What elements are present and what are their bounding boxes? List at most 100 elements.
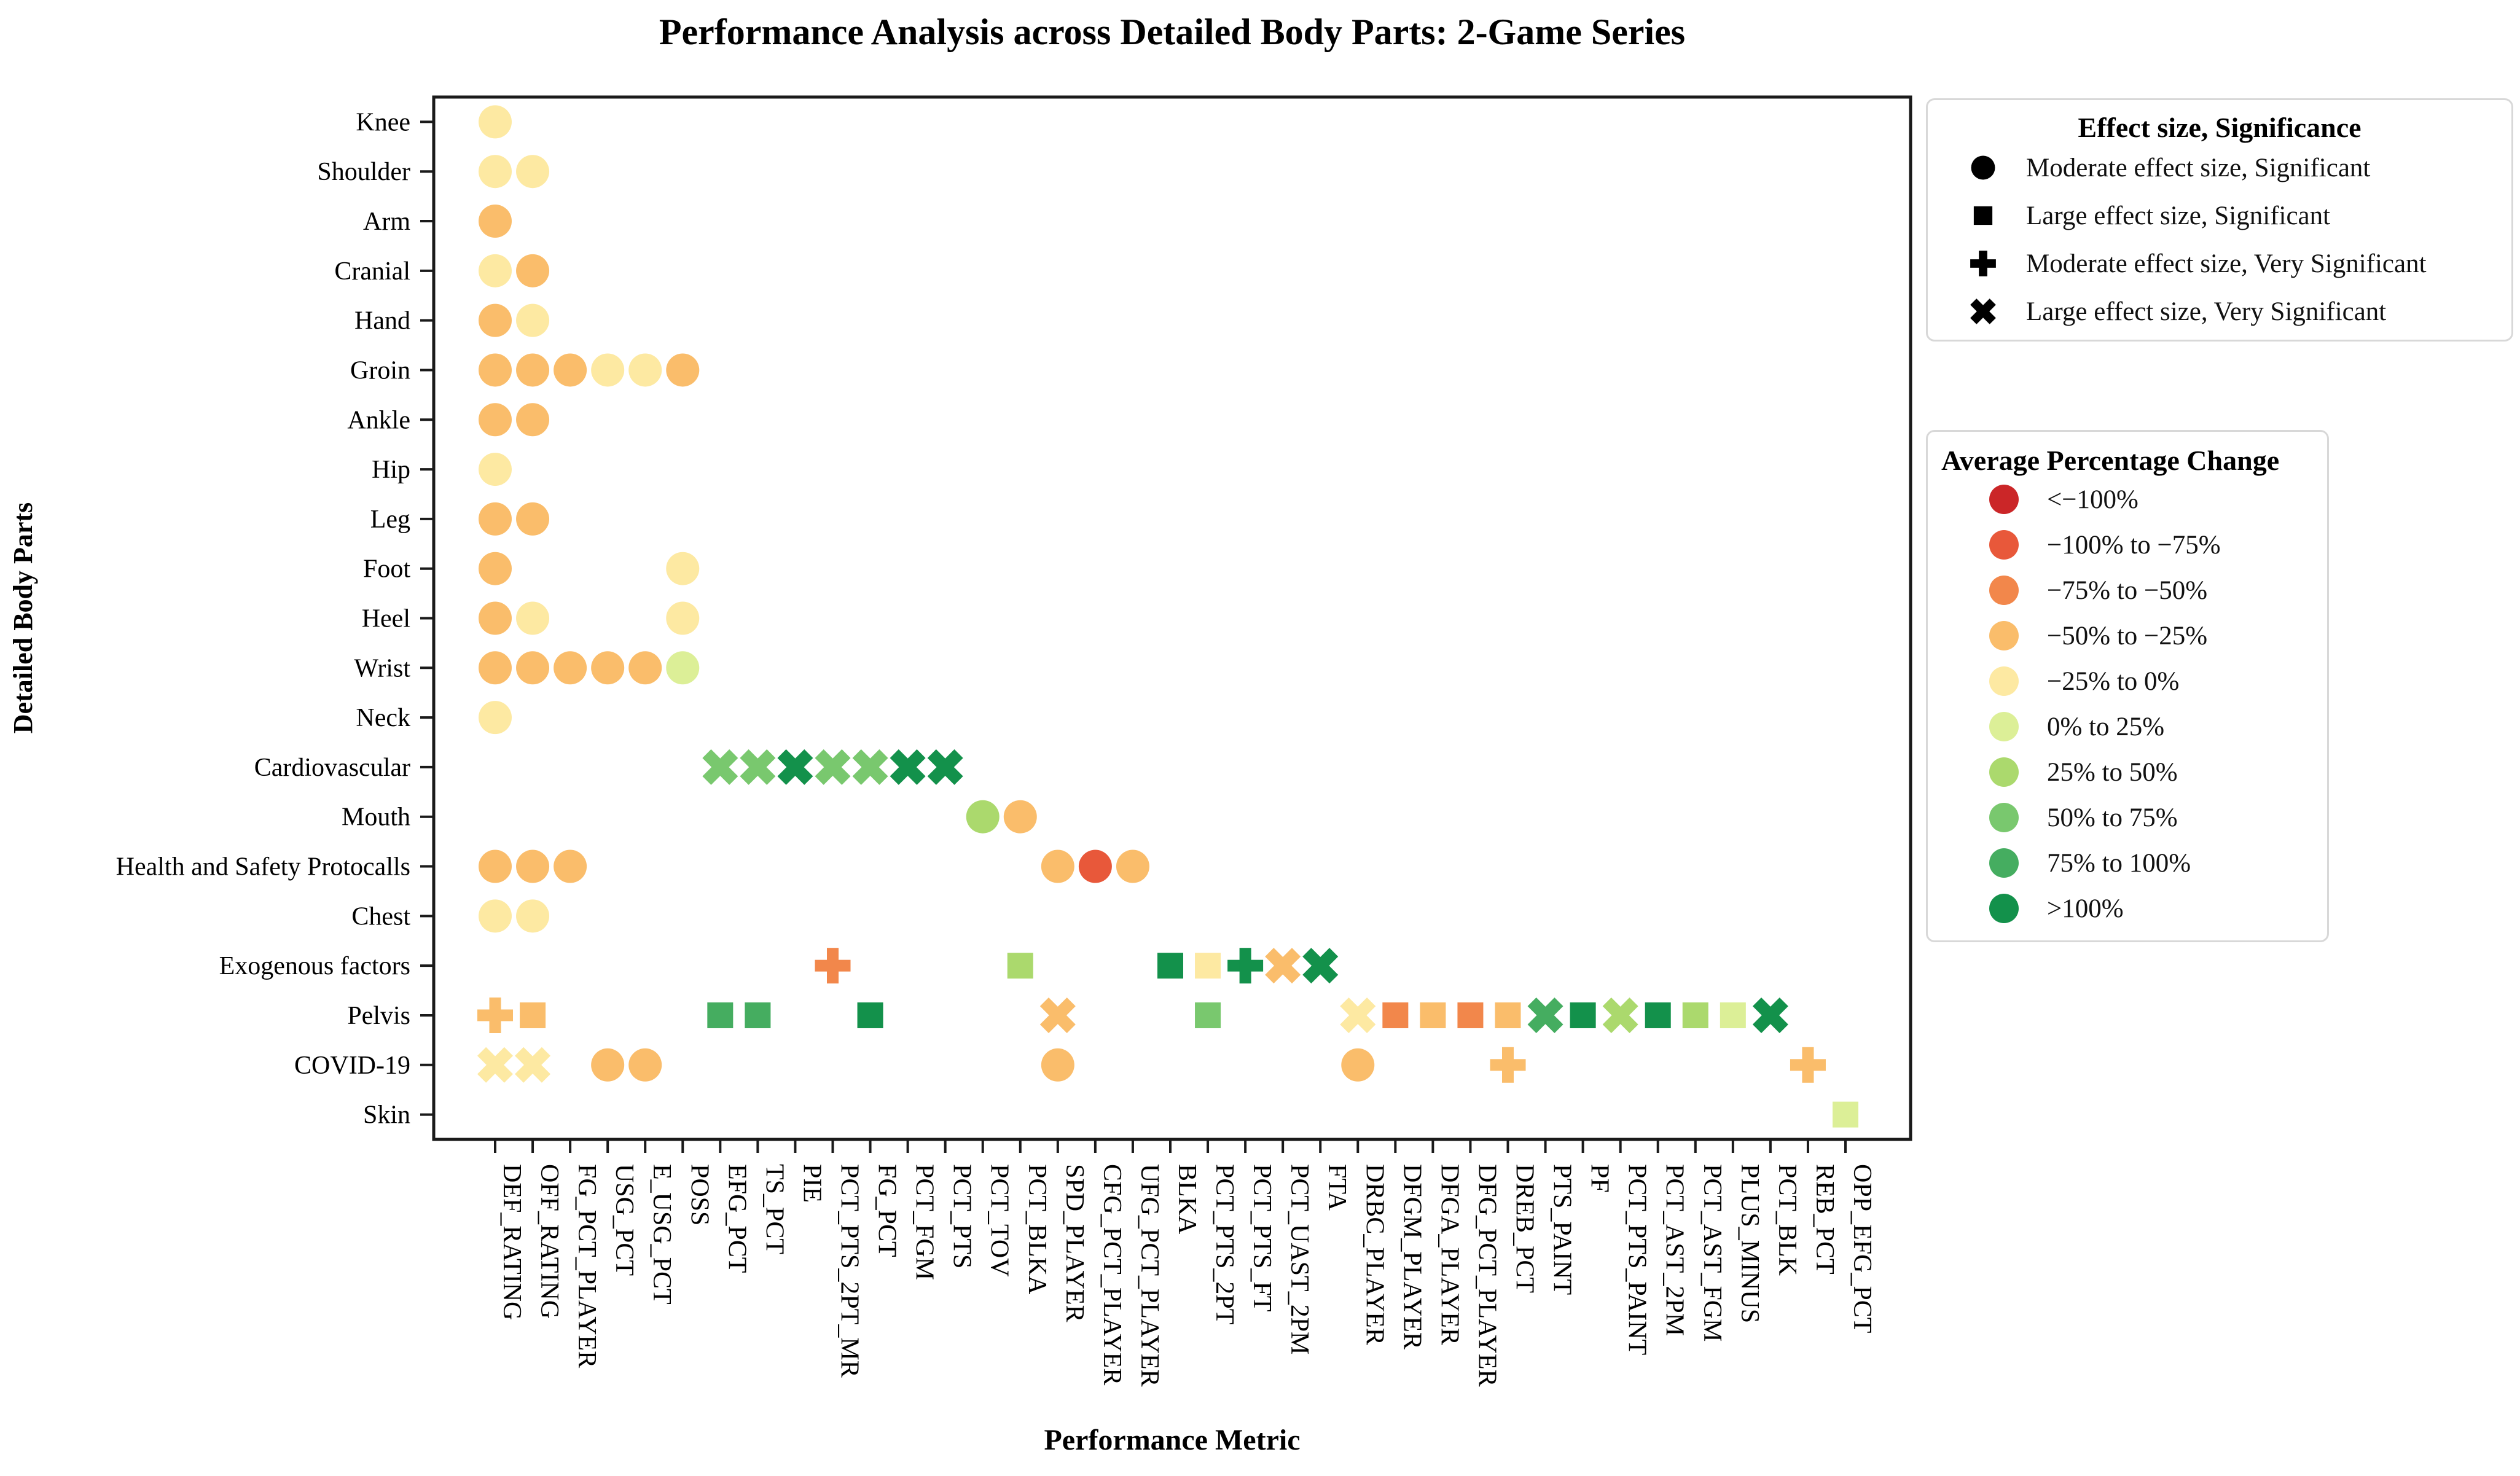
plus-marker — [1790, 1047, 1826, 1083]
plus-marker — [477, 997, 513, 1033]
circle-marker — [554, 651, 587, 685]
x-marker — [852, 749, 888, 785]
x-tick-label: REB_PCT — [1810, 1164, 1839, 1275]
square-marker — [1682, 1002, 1708, 1028]
color-legend-item: 25% to 50% — [1928, 749, 2327, 795]
x-tick-label: OPP_EFG_PCT — [1848, 1164, 1876, 1333]
circle-marker — [1341, 1048, 1375, 1082]
color-swatch — [1989, 621, 2019, 650]
color-legend-label: −50% to −25% — [2047, 621, 2208, 650]
x-tick-label: PCT_FGM — [910, 1164, 939, 1280]
x-tick-label: PLUS_MINUS — [1735, 1164, 1764, 1323]
square-marker — [857, 1002, 883, 1028]
effect-size-legend-items: Moderate effect size, Significant Large e… — [1928, 144, 2511, 335]
color-swatch — [1989, 712, 2019, 741]
y-tick-label: Arm — [363, 208, 410, 236]
circle-marker — [591, 353, 625, 387]
effect-legend-item: Moderate effect size, Significant — [1928, 144, 2511, 192]
x-tick-label: DREB_PCT — [1511, 1164, 1539, 1293]
color-legend-label: 25% to 50% — [2047, 757, 2178, 787]
square-marker — [1157, 953, 1183, 979]
square-marker — [1495, 1002, 1521, 1028]
y-tick-label: Chest — [351, 902, 410, 931]
color-swatch — [1989, 666, 2019, 696]
x-marker — [1527, 997, 1563, 1033]
y-tick-label: Cranial — [334, 257, 410, 286]
x-tick-label: E_USG_PCT — [648, 1164, 676, 1305]
x-tick-label: DEF_RATING — [498, 1164, 526, 1320]
circle-marker — [516, 353, 550, 387]
effect-legend-label: Moderate effect size, Significant — [2026, 153, 2371, 182]
x-tick-labels: DEF_RATING OFF_RATING FG_PCT_PLAYER USG_PCT… — [498, 1164, 1876, 1387]
plot-border — [432, 95, 1912, 1141]
x-marker — [1039, 997, 1076, 1033]
y-tick-label: Neck — [356, 704, 410, 732]
y-tick-label: Groin — [350, 356, 410, 385]
x-tick-label: PCT_PTS_2PT_MR — [835, 1164, 864, 1378]
square-marker — [1195, 1002, 1221, 1028]
x-tick-label: USG_PCT — [610, 1164, 638, 1276]
circle-marker — [966, 800, 1000, 834]
color-legend-item: −75% to −50% — [1928, 568, 2327, 613]
color-legend-item: −100% to −75% — [1928, 522, 2327, 568]
effect-legend-item: Large effect size, Significant — [1928, 192, 2511, 240]
color-legend-item: 0% to 25% — [1928, 704, 2327, 749]
effect-legend-label: Large effect size, Significant — [2026, 201, 2331, 230]
y-tick-label: Health and Safety Protocalls — [116, 853, 410, 881]
color-legend-item: −25% to 0% — [1928, 658, 2327, 704]
circle-marker — [666, 651, 700, 685]
square-marker — [1457, 1002, 1484, 1028]
y-tick-label: Leg — [370, 506, 410, 534]
plus-marker — [1227, 948, 1264, 984]
color-legend-item: >100% — [1928, 886, 2327, 931]
x-icon — [1970, 299, 1996, 324]
circle-marker — [591, 1048, 625, 1082]
circle-marker — [479, 651, 512, 685]
circle-marker — [1041, 849, 1074, 883]
y-tick-label: Knee — [356, 108, 410, 136]
axis-ticks — [420, 120, 1847, 1153]
x-marker — [702, 749, 738, 785]
square-marker — [1833, 1101, 1858, 1128]
color-legend: Average Percentage Change <−100% −100% to… — [1926, 430, 2329, 942]
circle-marker — [479, 601, 512, 635]
circle-marker — [628, 1048, 662, 1082]
circle-marker — [479, 254, 512, 287]
y-tick-label: Wrist — [354, 654, 410, 682]
y-tick-label: Cardiovascular — [254, 754, 410, 782]
x-tick-label: EFG_PCT — [722, 1164, 751, 1273]
circle-marker — [516, 601, 550, 635]
effect-size-legend: Effect size, Significance Moderate effec… — [1926, 98, 2513, 342]
circle-marker — [479, 552, 512, 585]
square-marker — [1645, 1002, 1671, 1028]
color-legend-item: −50% to −25% — [1928, 613, 2327, 658]
circle-marker — [516, 403, 550, 437]
circle-marker — [554, 849, 587, 883]
x-marker — [777, 749, 813, 785]
y-tick-label: Skin — [363, 1101, 410, 1130]
circle-marker — [628, 651, 662, 685]
color-legend-items: <−100% −100% to −75% −75% to −50% −50% to −… — [1928, 477, 2327, 931]
color-swatch — [1989, 803, 2019, 832]
circle-marker — [516, 155, 550, 189]
x-marker — [1302, 948, 1339, 984]
square-icon — [1973, 206, 1993, 225]
plus-marker — [1970, 251, 1996, 276]
circle-marker — [479, 105, 512, 139]
color-legend-item: 50% to 75% — [1928, 795, 2327, 840]
effect-size-legend-title: Effect size, Significance — [2078, 112, 2362, 143]
x-tick-label: PF — [1586, 1164, 1614, 1193]
x-tick-label: POSS — [685, 1164, 713, 1225]
square-marker — [707, 1002, 734, 1028]
color-swatch — [1989, 530, 2019, 560]
effect-legend-item: Moderate effect size, Very Significant — [1928, 240, 2511, 287]
x-marker — [1752, 997, 1788, 1033]
x-marker — [740, 749, 776, 785]
circle-marker — [666, 353, 700, 387]
square-marker — [1570, 1002, 1596, 1028]
x-tick-label: PCT_TOV — [985, 1164, 1014, 1277]
y-tick-label: Pelvis — [347, 1002, 410, 1030]
x-tick-label: PCT_UAST_2PM — [1285, 1164, 1313, 1354]
